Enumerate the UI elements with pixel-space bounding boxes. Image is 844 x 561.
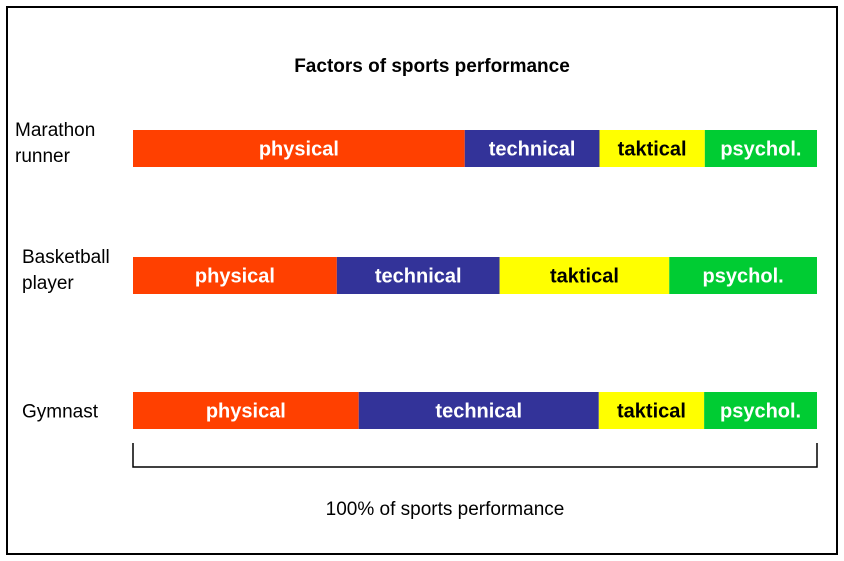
bar-segment-technical [336, 257, 500, 294]
bar-segment-psychol [669, 257, 817, 294]
chart-rows: Marathon runner physical technical taktical p… [15, 120, 817, 429]
row-label: Basketball [22, 247, 110, 268]
segment-label: physical [259, 139, 339, 161]
bar-segment-physical [133, 392, 359, 429]
segment-label: taktical [618, 139, 687, 161]
segment-label: psychol. [703, 266, 784, 288]
bar-segment-taktical [598, 392, 705, 429]
bar-segment-technical [464, 130, 600, 167]
bar-segment-psychol [704, 130, 817, 167]
row-label: player [22, 273, 74, 294]
row-label: runner [15, 146, 71, 167]
segment-label: psychol. [720, 139, 801, 161]
bar-segment-technical [358, 392, 599, 429]
segment-label: psychol. [720, 401, 801, 423]
bar-segment-psychol [704, 392, 817, 429]
chart-title: Factors of sports performance [294, 56, 570, 77]
segment-label: physical [206, 401, 286, 423]
segment-label: taktical [617, 401, 686, 423]
bar-segment-taktical [599, 130, 705, 167]
bar-segment-taktical [499, 257, 670, 294]
total-caption: 100% of sports performance [326, 499, 565, 520]
row-label: Marathon [15, 120, 95, 141]
total-bracket [132, 443, 818, 468]
row-label: Gymnast [22, 402, 99, 423]
segment-label: technical [489, 139, 576, 161]
bar-segment-physical [133, 130, 465, 167]
segment-label: technical [375, 266, 462, 288]
bar-segment-physical [133, 257, 337, 294]
segment-label: physical [195, 266, 275, 288]
segment-label: technical [435, 401, 522, 423]
segment-label: taktical [550, 266, 619, 288]
